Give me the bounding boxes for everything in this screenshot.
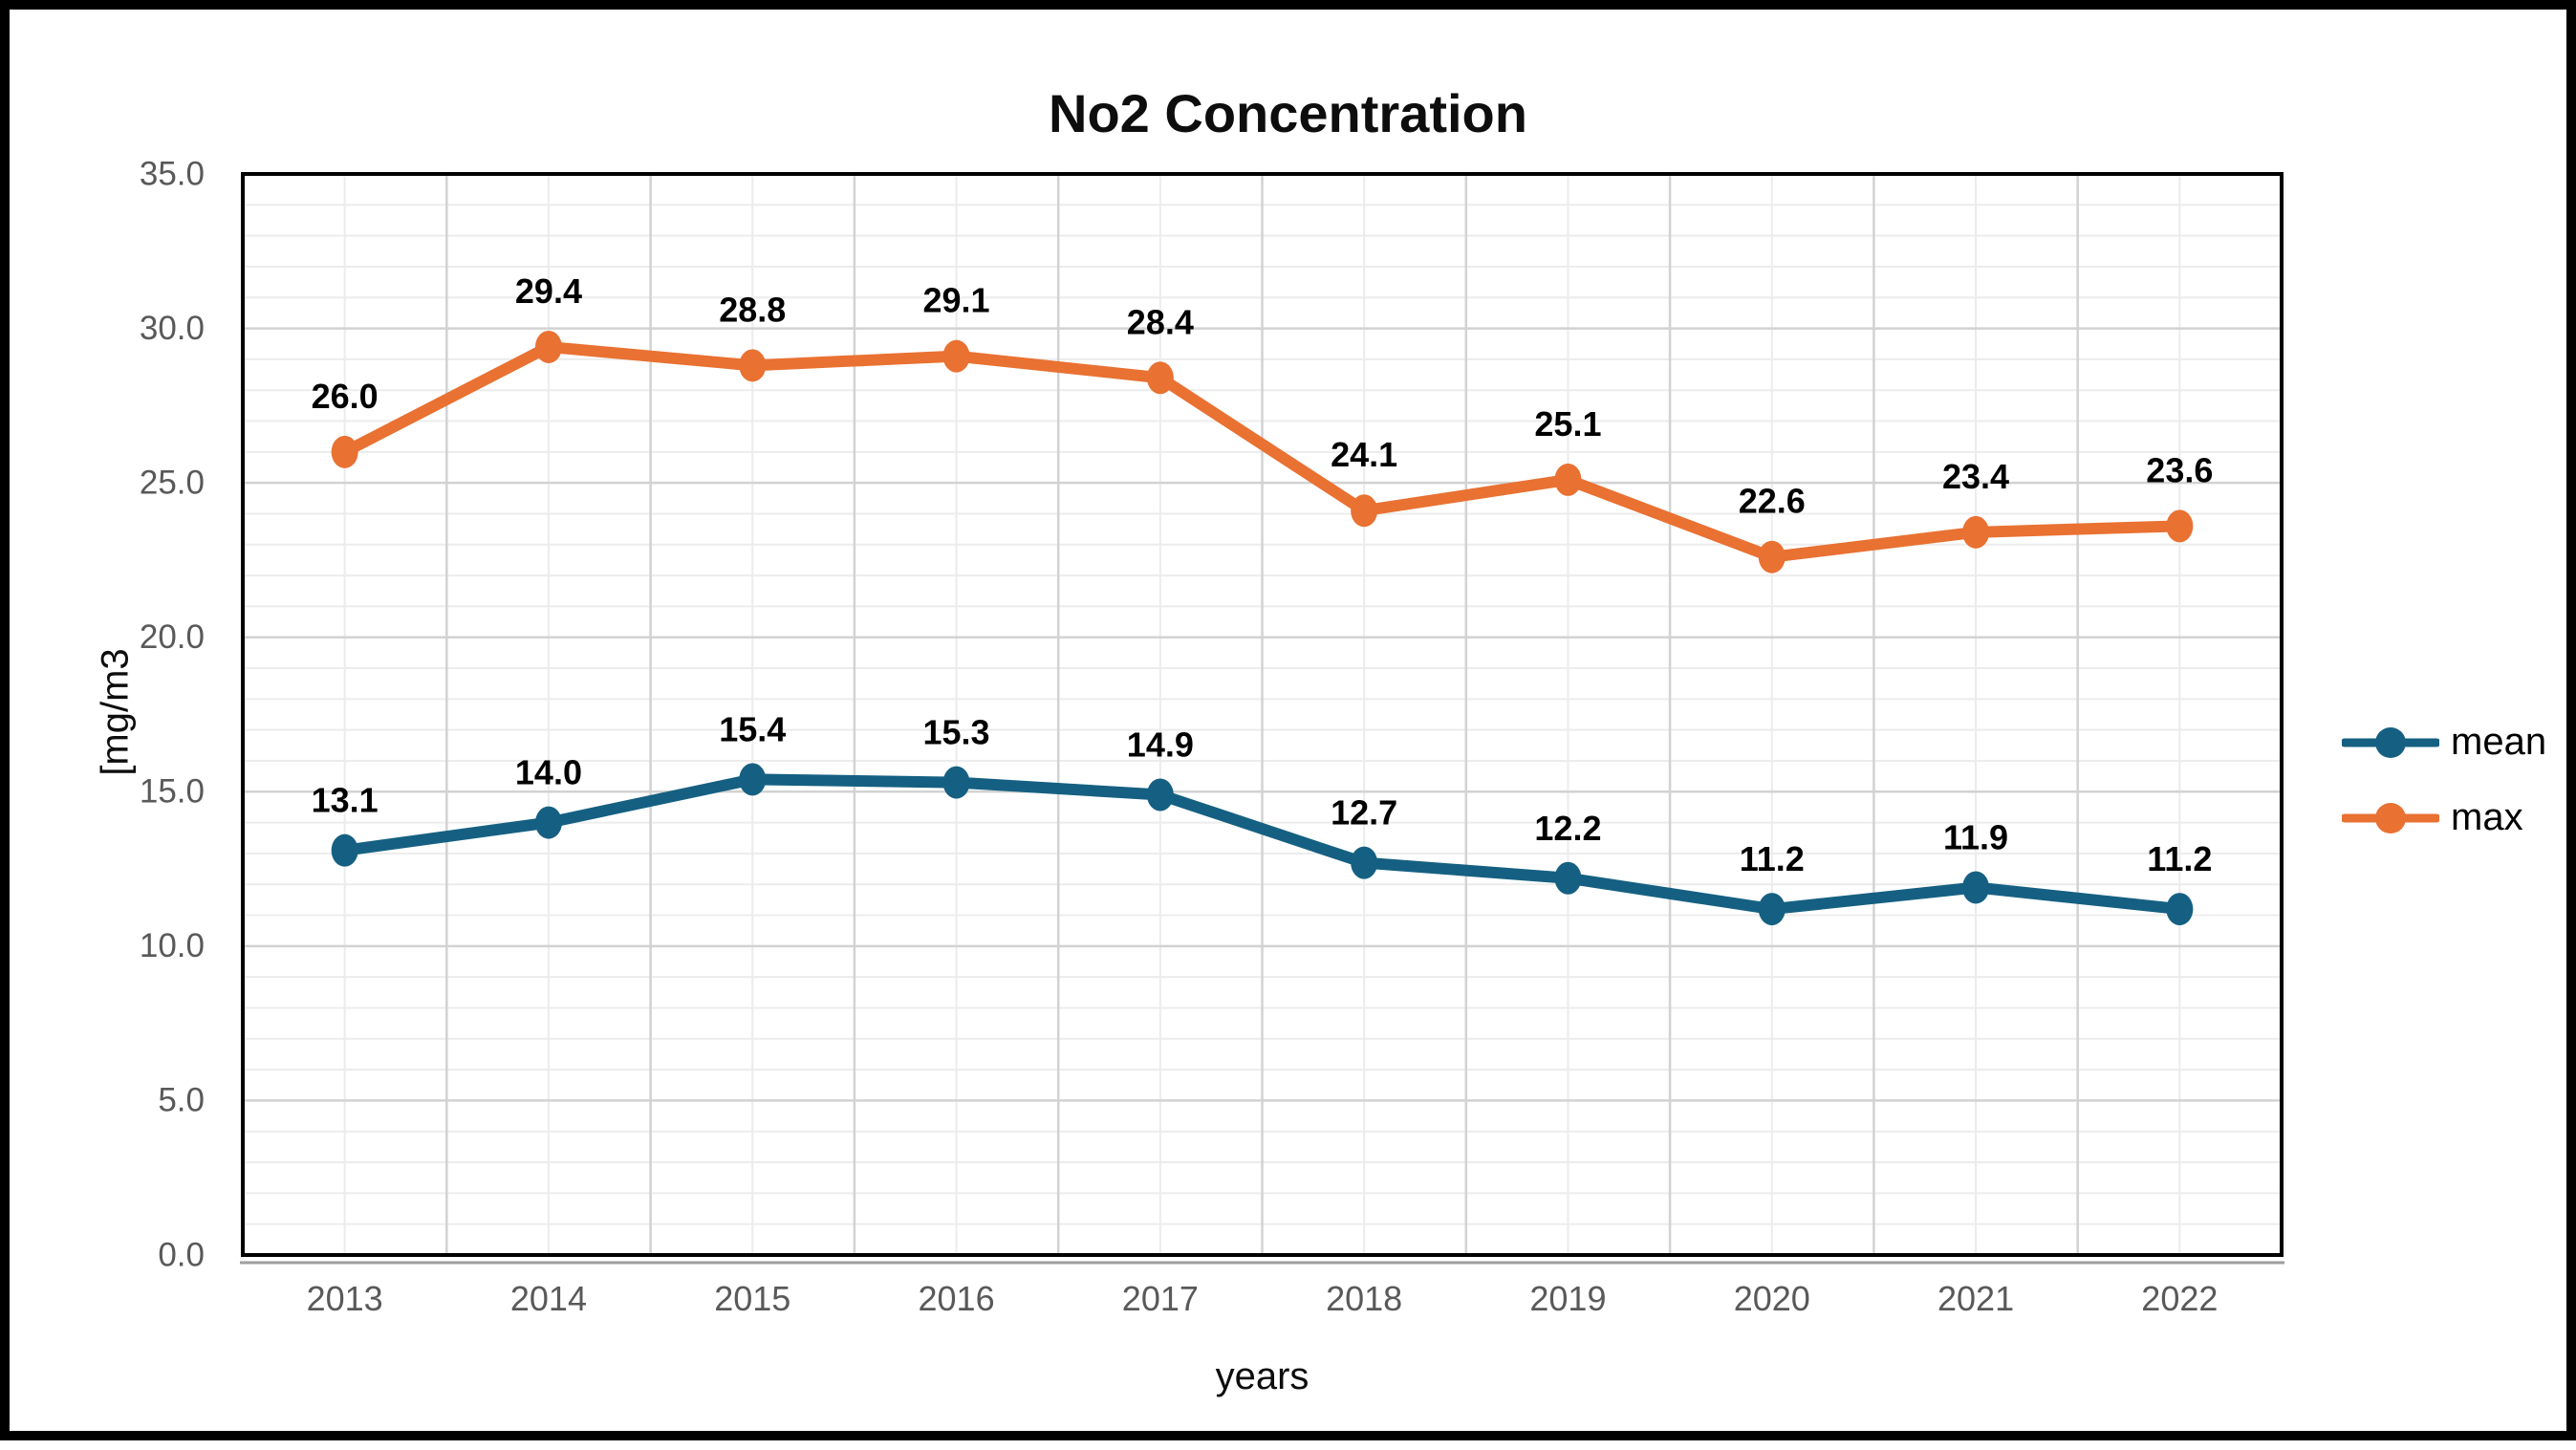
max-series-marker-icon	[2342, 802, 2439, 833]
data-label-mean-2021: 11.9	[1943, 817, 2008, 856]
marker-max-2017[interactable]	[1146, 361, 1174, 395]
data-label-mean-2013: 13.1	[312, 781, 379, 820]
x-tick-label: 2013	[307, 1279, 383, 1318]
series-line-max[interactable]	[338, 340, 2186, 563]
marker-mean-2021[interactable]	[1962, 871, 1990, 904]
data-label-max-2016: 29.1	[923, 281, 990, 320]
marker-max-2019[interactable]	[1554, 463, 1582, 496]
y-axis-title: [mg/m3	[94, 648, 137, 776]
data-label-mean-2020: 11.2	[1740, 839, 1805, 878]
legend-label-mean: mean	[2451, 721, 2547, 763]
y-tick-label: 10.0	[140, 927, 205, 964]
x-tick-label: 2017	[1122, 1279, 1199, 1318]
marker-mean-2017[interactable]	[1146, 778, 1174, 812]
data-label-mean-2017: 14.9	[1127, 725, 1194, 765]
data-label-max-2013: 26.0	[312, 377, 379, 416]
x-tick-label: 2014	[510, 1279, 587, 1318]
marker-max-2020[interactable]	[1758, 540, 1786, 574]
chart-title: No2 Concentration	[1049, 83, 1527, 143]
data-label-max-2018: 24.1	[1331, 435, 1397, 474]
marker-mean-2022[interactable]	[2166, 893, 2194, 926]
data-label-max-2015: 28.8	[719, 290, 786, 329]
plot-border	[241, 172, 2284, 1257]
y-tick-label: 20.0	[140, 618, 205, 656]
data-label-mean-2015: 15.4	[719, 709, 786, 748]
marker-mean-2018[interactable]	[1351, 846, 1378, 879]
y-tick-label: 0.0	[158, 1236, 205, 1273]
series-line-mean[interactable]	[338, 773, 2186, 916]
data-label-max-2017: 28.4	[1127, 302, 1194, 341]
marker-max-2015[interactable]	[739, 349, 767, 382]
data-label-mean-2022: 11.2	[2147, 839, 2212, 878]
marker-max-2013[interactable]	[331, 435, 358, 468]
y-tick-label: 25.0	[140, 464, 205, 501]
legend-item-max[interactable]: max	[2342, 796, 2546, 839]
plot-area: 0.0 5.0 10.0 15.0 20.0 25.0 30.0 35.0 2013 2014 20…	[140, 155, 2284, 1318]
x-tick-label: 2022	[2141, 1279, 2218, 1318]
legend-item-mean[interactable]: mean	[2342, 721, 2546, 764]
marker-max-2022[interactable]	[2166, 509, 2194, 543]
y-tick-label: 35.0	[140, 155, 205, 192]
marker-max-2021[interactable]	[1962, 515, 1990, 549]
marker-mean-2013[interactable]	[331, 833, 358, 867]
data-label-max-2019: 25.1	[1534, 404, 1601, 444]
data-label-mean-2018: 12.7	[1331, 793, 1397, 833]
marker-mean-2019[interactable]	[1554, 861, 1582, 895]
x-tick-label: 2021	[1937, 1279, 2014, 1318]
marker-max-2018[interactable]	[1351, 494, 1378, 528]
y-tick-label: 15.0	[140, 773, 205, 811]
marker-mean-2016[interactable]	[942, 766, 970, 799]
y-tick-label: 30.0	[140, 310, 205, 347]
data-label-max-2022: 23.6	[2146, 450, 2213, 489]
marker-max-2014[interactable]	[534, 330, 562, 363]
x-tick-label: 2016	[919, 1279, 995, 1318]
data-label-mean-2019: 12.2	[1534, 809, 1601, 848]
mean-series-marker-icon	[2342, 726, 2439, 758]
data-label-max-2014: 29.4	[515, 271, 582, 311]
legend-label-max: max	[2451, 796, 2523, 838]
marker-max-2016[interactable]	[942, 339, 970, 373]
y-tick-label: 5.0	[158, 1082, 205, 1119]
x-axis-title: years	[1215, 1355, 1310, 1397]
data-label-max-2021: 23.4	[1942, 457, 2009, 496]
data-label-max-2020: 22.6	[1739, 482, 1806, 521]
x-tick-label: 2015	[714, 1279, 790, 1318]
legend: mean max	[2342, 721, 2546, 839]
x-tick-label: 2018	[1326, 1279, 1402, 1318]
marker-mean-2014[interactable]	[534, 806, 562, 839]
marker-mean-2020[interactable]	[1758, 893, 1786, 926]
data-label-mean-2016: 15.3	[923, 713, 990, 752]
data-label-mean-2014: 14.0	[515, 753, 582, 792]
marker-mean-2015[interactable]	[739, 763, 767, 796]
x-tick-label: 2020	[1734, 1279, 1810, 1318]
x-tick-label: 2019	[1529, 1279, 1606, 1318]
